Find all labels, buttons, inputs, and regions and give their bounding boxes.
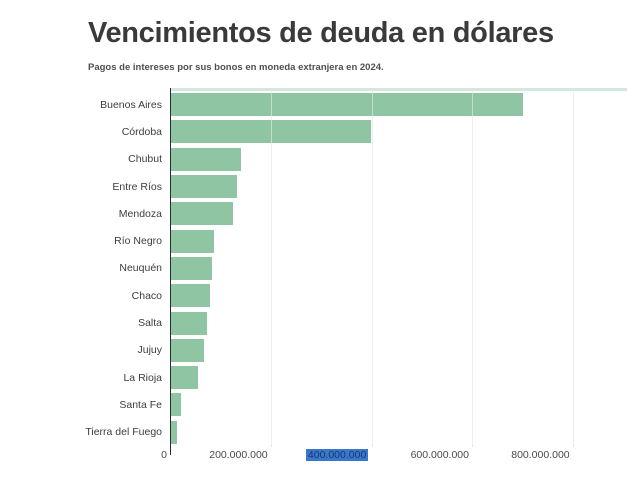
category-label: Buenos Aires <box>100 98 162 111</box>
bar[interactable] <box>171 420 178 444</box>
y-axis-line <box>169 88 172 455</box>
bar-rows: Buenos Aires Córdoba Chubut Entre Ríos Mendo… <box>0 91 629 446</box>
category-label: Jujuy <box>137 344 162 357</box>
chart-subtitle: Pagos de intereses por sus bonos en mone… <box>88 62 384 73</box>
category-label: Santa Fe <box>119 398 162 411</box>
bar[interactable] <box>171 202 233 226</box>
bar-track <box>171 338 627 362</box>
gridline-overlay <box>573 91 575 445</box>
x-tick-label: 600.000.000 <box>410 449 469 461</box>
x-tick-label: 0 <box>161 449 167 461</box>
bar[interactable] <box>171 256 212 280</box>
category-label: Río Negro <box>114 235 162 248</box>
bar-row: Chaco <box>0 282 629 309</box>
gridline <box>371 88 373 447</box>
bar[interactable] <box>171 147 241 171</box>
bar-track <box>171 175 627 199</box>
bar[interactable] <box>171 366 199 390</box>
bar-row: Neuquén <box>0 255 629 282</box>
gridline-overlay <box>472 91 474 445</box>
category-label: La Rioja <box>123 371 162 384</box>
gridline-overlay <box>371 91 373 445</box>
category-label: Salta <box>138 317 162 330</box>
bar-track <box>171 311 627 335</box>
bar-track <box>171 256 627 280</box>
bar-chart: Buenos Aires Córdoba Chubut Entre Ríos Mendo… <box>0 88 629 480</box>
bar-row: Santa Fe <box>0 391 629 418</box>
category-label: Entre Ríos <box>112 180 162 193</box>
bar-track <box>171 147 627 171</box>
gridline <box>573 88 575 447</box>
category-label: Chubut <box>128 153 162 166</box>
x-tick-label: 400.000.000 <box>258 448 369 462</box>
bar-track <box>171 93 627 117</box>
category-label: Córdoba <box>121 125 162 138</box>
bar-row: Chubut <box>0 146 629 173</box>
x-tick-label: 800.000.000 <box>511 449 570 461</box>
bar-row: Córdoba <box>0 118 629 145</box>
bar[interactable] <box>171 284 211 308</box>
bar-row: La Rioja <box>0 364 629 391</box>
bar-track <box>171 366 627 390</box>
category-label: Tierra del Fuego <box>85 426 162 439</box>
bar-row: Río Negro <box>0 227 629 254</box>
bar-track <box>171 420 627 444</box>
gridline <box>271 88 273 447</box>
plot-top-border <box>171 88 627 91</box>
bar-row: Mendoza <box>0 200 629 227</box>
bar-row: Entre Ríos <box>0 173 629 200</box>
bar-row: Jujuy <box>0 337 629 364</box>
bar[interactable] <box>171 120 371 144</box>
gridline-overlay <box>271 91 273 445</box>
bar-row: Tierra del Fuego <box>0 419 629 446</box>
bar-track <box>171 393 627 417</box>
bar-row: Salta <box>0 309 629 336</box>
bar[interactable] <box>171 175 237 199</box>
bar[interactable] <box>171 311 207 335</box>
bar[interactable] <box>171 93 524 117</box>
gridline <box>472 88 474 447</box>
bar[interactable] <box>171 393 182 417</box>
category-label: Chaco <box>131 289 162 302</box>
bar-track <box>171 229 627 253</box>
category-label: Mendoza <box>118 207 162 220</box>
selected-tick-text[interactable]: 400.000.000 <box>305 449 369 461</box>
bar-track <box>171 120 627 144</box>
category-label: Neuquén <box>119 262 162 275</box>
bar[interactable] <box>171 338 205 362</box>
chart-title: Vencimientos de deuda en dólares <box>88 17 554 49</box>
bar-row: Buenos Aires <box>0 91 629 118</box>
x-tick-label: 200.000.000 <box>209 449 268 461</box>
bar-track <box>171 284 627 308</box>
bar[interactable] <box>171 229 215 253</box>
bar-track <box>171 202 627 226</box>
